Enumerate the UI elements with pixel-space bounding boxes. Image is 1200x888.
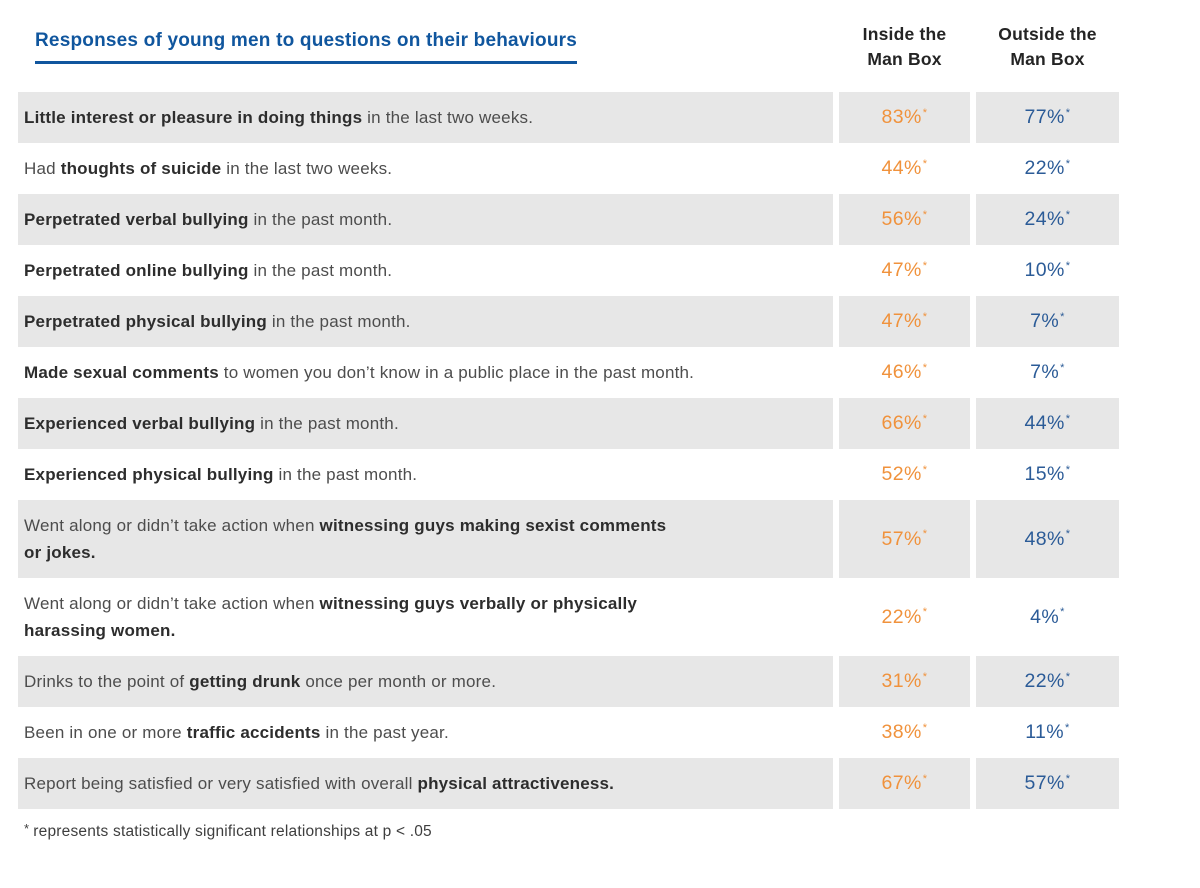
outside-value: 77% * bbox=[976, 92, 1119, 143]
inside-value: 31% * bbox=[839, 656, 970, 707]
question-cell: Been in one or more traffic accidents in… bbox=[18, 707, 833, 758]
inside-value: 47% * bbox=[839, 245, 970, 296]
outside-value: 22% * bbox=[976, 143, 1119, 194]
inside-value: 66% * bbox=[839, 398, 970, 449]
significance-asterisk: * bbox=[922, 106, 928, 119]
significance-asterisk: * bbox=[922, 259, 928, 272]
question-cell: Little interest or pleasure in doing thi… bbox=[18, 92, 833, 143]
column-header-inside-line1: Inside the bbox=[862, 24, 947, 44]
outside-value: 48% * bbox=[976, 500, 1119, 578]
question-cell: Experienced physical bullying in the pas… bbox=[18, 449, 833, 500]
behaviour-table-body: Little interest or pleasure in doing thi… bbox=[0, 92, 1200, 809]
significance-asterisk: * bbox=[1065, 528, 1071, 540]
outside-value: 44% * bbox=[976, 398, 1119, 449]
table-row: Had thoughts of suicide in the last two … bbox=[18, 143, 1119, 194]
inside-value: 57% * bbox=[839, 500, 970, 578]
outside-value: 24% * bbox=[976, 194, 1119, 245]
question-cell: Report being satisfied or very satisfied… bbox=[18, 758, 833, 809]
inside-value: 52% * bbox=[839, 449, 970, 500]
significance-asterisk: * bbox=[922, 412, 928, 425]
significance-asterisk: * bbox=[1060, 606, 1065, 618]
question-cell: Perpetrated verbal bullying in the past … bbox=[18, 194, 833, 245]
outside-value: 10% * bbox=[976, 245, 1119, 296]
column-header-outside-line1: Outside the bbox=[998, 24, 1097, 44]
significance-asterisk: * bbox=[1065, 772, 1071, 785]
table-row: Perpetrated physical bullying in the pas… bbox=[18, 296, 1119, 347]
inside-value: 67% * bbox=[839, 758, 970, 809]
inside-value: 22% * bbox=[839, 578, 970, 656]
significance-asterisk: * bbox=[922, 310, 928, 323]
title-cell: Responses of young men to questions on t… bbox=[18, 0, 833, 64]
significance-asterisk: * bbox=[1065, 463, 1071, 476]
significance-asterisk: * bbox=[1065, 106, 1071, 119]
question-cell: Drinks to the point of getting drunk onc… bbox=[18, 656, 833, 707]
column-header-inside-line2: Man Box bbox=[867, 49, 942, 69]
significance-asterisk: * bbox=[1065, 259, 1071, 272]
question-cell: Had thoughts of suicide in the last two … bbox=[18, 143, 833, 194]
column-header-inside: Inside the Man Box bbox=[839, 0, 970, 72]
outside-value: 57% * bbox=[976, 758, 1119, 809]
significance-asterisk: * bbox=[1060, 361, 1065, 374]
table-row: Made sexual comments to women you don’t … bbox=[18, 347, 1119, 398]
significance-asterisk: * bbox=[1065, 208, 1071, 221]
significance-asterisk: * bbox=[922, 721, 928, 734]
outside-value: 11% * bbox=[976, 707, 1119, 758]
significance-asterisk: * bbox=[922, 670, 928, 683]
footnote-asterisk: * bbox=[24, 821, 30, 836]
table-row: Perpetrated verbal bullying in the past … bbox=[18, 194, 1119, 245]
significance-asterisk: * bbox=[922, 208, 928, 221]
significance-asterisk: * bbox=[922, 772, 928, 785]
question-cell: Made sexual comments to women you don’t … bbox=[18, 347, 833, 398]
table-row: Went along or didn’t take action when wi… bbox=[18, 500, 1119, 578]
outside-value: 7% * bbox=[976, 347, 1119, 398]
table-row: Little interest or pleasure in doing thi… bbox=[18, 92, 1119, 143]
table-row: Drinks to the point of getting drunk onc… bbox=[18, 656, 1119, 707]
footnote: * represents statistically significant re… bbox=[24, 821, 1200, 841]
significance-asterisk: * bbox=[922, 463, 928, 476]
table-row: Went along or didn’t take action when wi… bbox=[18, 578, 1119, 656]
significance-asterisk: * bbox=[922, 606, 928, 618]
inside-value: 83% * bbox=[839, 92, 970, 143]
outside-value: 22% * bbox=[976, 656, 1119, 707]
significance-asterisk: * bbox=[1060, 310, 1065, 323]
significance-asterisk: * bbox=[922, 528, 928, 540]
question-cell: Experienced verbal bullying in the past … bbox=[18, 398, 833, 449]
inside-value: 56% * bbox=[839, 194, 970, 245]
table-row: Experienced physical bullying in the pas… bbox=[18, 449, 1119, 500]
significance-asterisk: * bbox=[1065, 721, 1070, 734]
significance-asterisk: * bbox=[1065, 670, 1071, 683]
inside-value: 44% * bbox=[839, 143, 970, 194]
question-cell: Perpetrated physical bullying in the pas… bbox=[18, 296, 833, 347]
table-row: Experienced verbal bullying in the past … bbox=[18, 398, 1119, 449]
table-row: Report being satisfied or very satisfied… bbox=[18, 758, 1119, 809]
page-title: Responses of young men to questions on t… bbox=[35, 29, 578, 64]
table-header: Responses of young men to questions on t… bbox=[18, 0, 1119, 92]
outside-value: 7% * bbox=[976, 296, 1119, 347]
inside-value: 38% * bbox=[839, 707, 970, 758]
question-cell: Went along or didn’t take action when wi… bbox=[18, 500, 833, 578]
significance-asterisk: * bbox=[922, 361, 928, 374]
table-row: Perpetrated online bullying in the past … bbox=[18, 245, 1119, 296]
inside-value: 46% * bbox=[839, 347, 970, 398]
outside-value: 15% * bbox=[976, 449, 1119, 500]
footnote-text: represents statistically significant rel… bbox=[33, 823, 432, 840]
significance-asterisk: * bbox=[922, 157, 928, 170]
significance-asterisk: * bbox=[1065, 412, 1071, 425]
question-cell: Went along or didn’t take action when wi… bbox=[18, 578, 833, 656]
column-header-outside-line2: Man Box bbox=[1010, 49, 1085, 69]
table-row: Been in one or more traffic accidents in… bbox=[18, 707, 1119, 758]
significance-asterisk: * bbox=[1065, 157, 1071, 170]
outside-value: 4% * bbox=[976, 578, 1119, 656]
inside-value: 47% * bbox=[839, 296, 970, 347]
column-header-outside: Outside the Man Box bbox=[976, 0, 1119, 72]
question-cell: Perpetrated online bullying in the past … bbox=[18, 245, 833, 296]
